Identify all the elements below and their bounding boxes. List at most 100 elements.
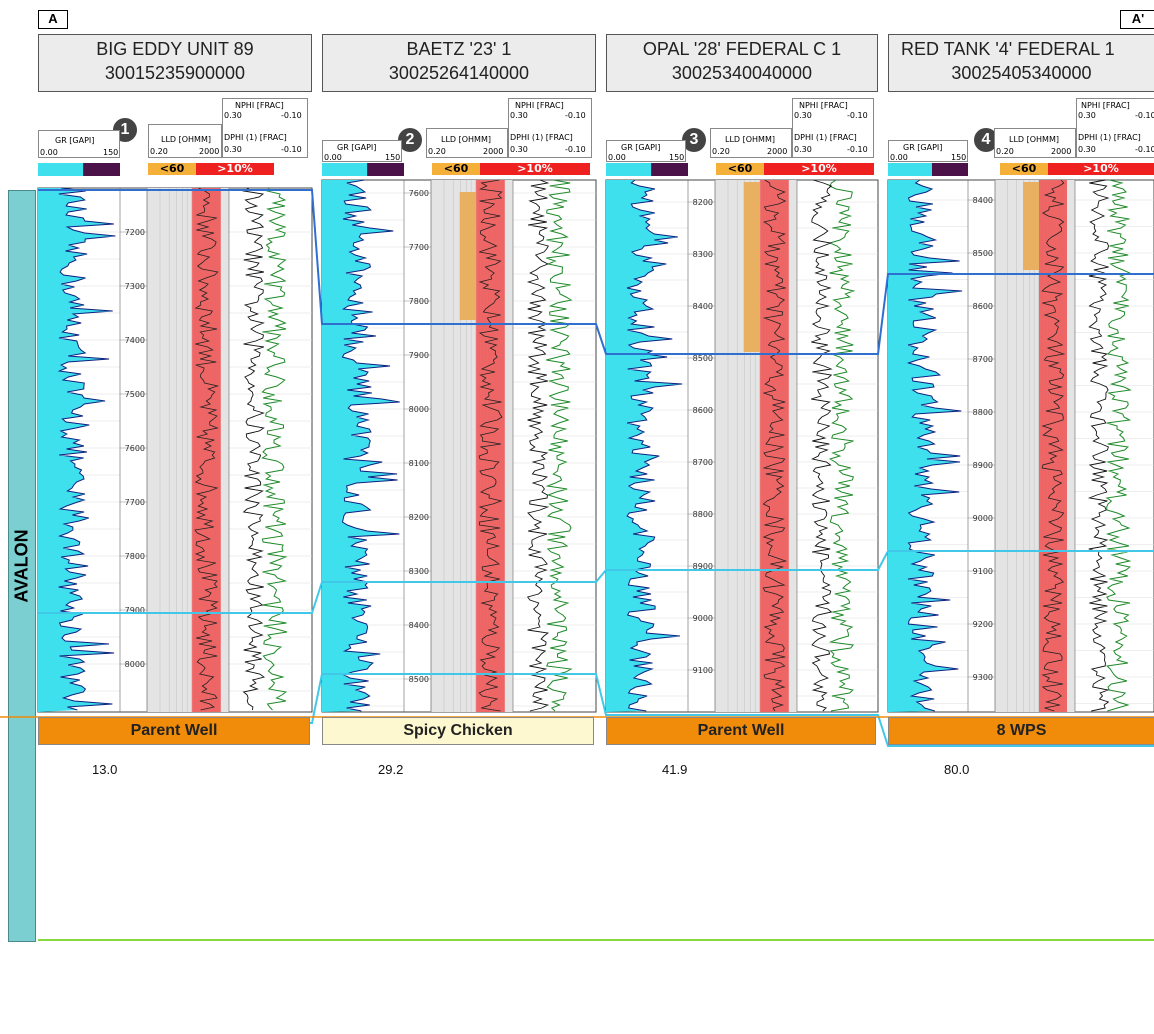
depth-label: 8500 (973, 249, 993, 258)
nphi-max: -0.10 (847, 111, 868, 120)
well-4-phi-header: NPHI [FRAC] 0.30 -0.10 DPHI (1) [FRAC] 0… (1076, 98, 1154, 158)
well-2-api: 30025264140000 (323, 63, 595, 84)
well-4-header[interactable]: RED TANK '4' FEDERAL 1 30025405340000 (888, 34, 1154, 92)
dphi-min: 0.30 (510, 145, 528, 154)
porosity-fill (744, 182, 760, 352)
depth-label: 8700 (693, 458, 713, 467)
depth-label: 9100 (693, 666, 713, 675)
well-4-value: 80.0 (944, 762, 969, 777)
depth-label: 7300 (125, 282, 145, 291)
depth-label: 7500 (125, 390, 145, 399)
gr-high-legend-swatch (83, 163, 120, 176)
well-2-label: Spicy Chicken (322, 717, 594, 745)
well-1-api: 30015235900000 (39, 63, 311, 84)
gr-high-legend-swatch (651, 163, 688, 176)
depth-label: 8400 (409, 621, 429, 630)
depth-label: 8700 (973, 355, 993, 364)
well-2-phi-header: NPHI [FRAC] 0.30 -0.10 DPHI (1) [FRAC] 0… (508, 98, 592, 158)
lld-header-label: LLD [OHMM] (1009, 135, 1059, 144)
nphi-header-label: NPHI [FRAC] (799, 101, 848, 110)
depth-label: 8400 (973, 196, 993, 205)
depth-label: 8400 (693, 302, 713, 311)
gr-high-legend-swatch (932, 163, 968, 176)
well-1-lld-header: LLD [OHMM] 0.20 2000 (148, 124, 222, 158)
dphi-max: -0.10 (281, 145, 302, 154)
well-1-name: BIG EDDY UNIT 89 (39, 39, 311, 60)
depth-label: 7800 (125, 552, 145, 561)
well-3-value: 41.9 (662, 762, 687, 777)
gr-max: 150 (669, 153, 684, 162)
dphi-min: 0.30 (224, 145, 242, 154)
lld-min: 0.20 (150, 147, 168, 156)
depth-label: 7900 (409, 351, 429, 360)
lld-max: 2000 (767, 147, 787, 156)
dphi-min: 0.30 (1078, 145, 1096, 154)
dphi-header-label: DPHI (1) [FRAC] (510, 133, 573, 142)
nphi-max: -0.10 (281, 111, 302, 120)
gr-max: 150 (385, 153, 400, 162)
dphi-max: -0.10 (847, 145, 868, 154)
well-1-cutoff-low: <60 (148, 163, 196, 175)
depth-label: 9000 (973, 514, 993, 523)
well-4-lld-header: LLD [OHMM] 0.20 2000 (994, 128, 1076, 158)
well-3-lld-header: LLD [OHMM] 0.20 2000 (710, 128, 792, 158)
depth-label: 8600 (973, 302, 993, 311)
gr-legend-swatch (888, 163, 932, 176)
depth-label: 7800 (409, 297, 429, 306)
well-4-label: 8 WPS (888, 717, 1154, 745)
well-4-cutoff-high: >10% (1048, 163, 1154, 175)
gr-min: 0.00 (608, 153, 626, 162)
depth-label: 8000 (125, 660, 145, 669)
depth-label: 9300 (973, 673, 993, 682)
depth-label: 8100 (409, 459, 429, 468)
well-3-cutoff-high: >10% (764, 163, 874, 175)
gr-header-label: GR [GAPI] (903, 143, 942, 152)
well-2-header[interactable]: BAETZ '23' 1 30025264140000 (322, 34, 596, 92)
depth-label: 8200 (409, 513, 429, 522)
well-2-value: 29.2 (378, 762, 403, 777)
depth-label: 8500 (409, 675, 429, 684)
gr-max: 150 (103, 148, 118, 157)
depth-label: 8200 (693, 198, 713, 207)
well-3-name: OPAL '28' FEDERAL C 1 (607, 39, 877, 60)
nphi-min: 0.30 (224, 111, 242, 120)
well-1-cutoff-high: >10% (196, 163, 274, 175)
depth-label: 8800 (693, 510, 713, 519)
porosity-fill (460, 192, 476, 320)
dphi-max: -0.10 (565, 145, 586, 154)
nphi-header-label: NPHI [FRAC] (235, 101, 284, 110)
lld-max: 2000 (1051, 147, 1071, 156)
well-4-gr-header: GR [GAPI] 0.00 150 (888, 140, 968, 162)
gr-legend-swatch (38, 163, 83, 176)
dphi-header-label: DPHI (1) [FRAC] (224, 133, 287, 142)
depth-label: 7600 (125, 444, 145, 453)
well-1-phi-header: NPHI [FRAC] 0.30 -0.10 DPHI (1) [FRAC] 0… (222, 98, 308, 158)
gr-header-label: GR [GAPI] (55, 136, 94, 145)
gr-legend-swatch (322, 163, 367, 176)
depth-label: 9000 (693, 614, 713, 623)
depth-label: 9100 (973, 567, 993, 576)
depth-label: 8500 (693, 354, 713, 363)
lld-resistivity-fill (1039, 180, 1067, 712)
well-3-header[interactable]: OPAL '28' FEDERAL C 1 30025340040000 (606, 34, 878, 92)
gr-min: 0.00 (40, 148, 58, 157)
lld-header-label: LLD [OHMM] (725, 135, 775, 144)
depth-label: 7200 (125, 228, 145, 237)
depth-label: 8300 (409, 567, 429, 576)
gr-max: 150 (951, 153, 966, 162)
well-1-header[interactable]: BIG EDDY UNIT 89 30015235900000 (38, 34, 312, 92)
gr-header-label: GR [GAPI] (337, 143, 376, 152)
depth-label: 7700 (409, 243, 429, 252)
lld-min: 0.20 (996, 147, 1014, 156)
lld-resistivity-fill (760, 180, 789, 712)
gr-header-label: GR [GAPI] (621, 143, 660, 152)
lld-min: 0.20 (428, 147, 446, 156)
lld-min: 0.20 (712, 147, 730, 156)
nphi-header-label: NPHI [FRAC] (515, 101, 564, 110)
depth-label: 7600 (409, 189, 429, 198)
nphi-min: 0.30 (1078, 111, 1096, 120)
depth-label: 8900 (973, 461, 993, 470)
depth-label: 9200 (973, 620, 993, 629)
well-2-cutoff-low: <60 (432, 163, 480, 175)
